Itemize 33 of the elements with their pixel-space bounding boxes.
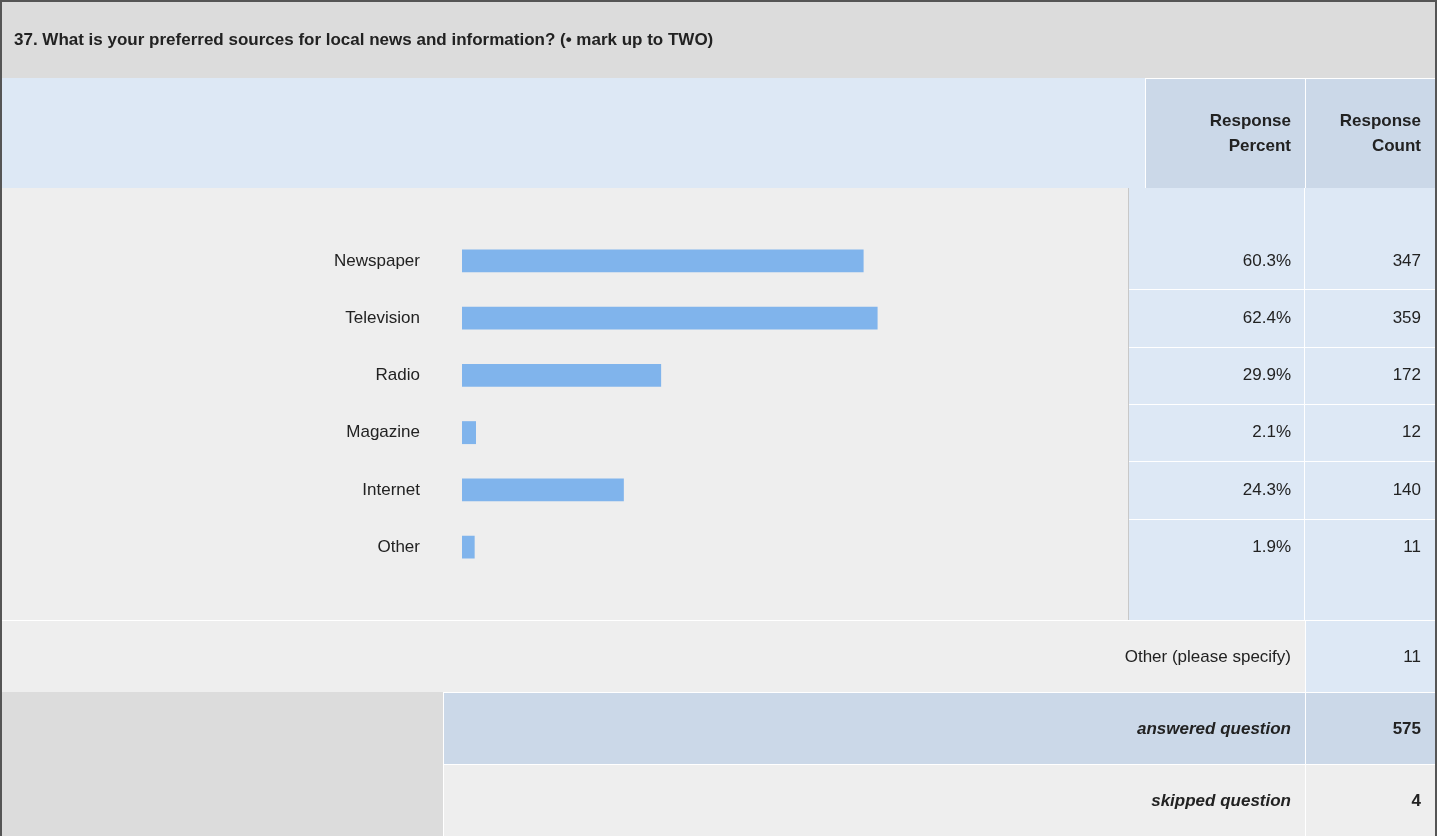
y-tick-label: Newspaper (334, 250, 421, 270)
text: skipped question (443, 764, 1305, 836)
y-tick-label: Internet (362, 479, 421, 499)
text: 347 (1392, 250, 1421, 270)
text: 4 (1305, 764, 1435, 836)
y-tick-label: Other (377, 536, 421, 556)
y-tick-label: Radio (375, 365, 420, 385)
text: 359 (1392, 307, 1421, 327)
text: 11 (1305, 620, 1435, 692)
chart-title: 37. What is your preferred sources for local news and information? (• mark up to TWO) (2, 2, 1435, 78)
text: 12 (1402, 422, 1421, 442)
data-label: 60.3% (1242, 250, 1291, 270)
text: answered question (443, 692, 1305, 764)
text: 140 (1392, 479, 1421, 499)
data-label: 1.9% (1252, 536, 1291, 556)
text: Response Percent (1145, 78, 1305, 188)
bar (462, 363, 662, 387)
bar (462, 535, 475, 559)
text: 575 (1305, 692, 1435, 764)
y-tick-label: Magazine (346, 422, 420, 442)
data-label: 2.1% (1252, 422, 1291, 442)
data-label: 62.4% (1242, 307, 1291, 327)
data-label: 24.3% (1242, 479, 1291, 499)
bar (462, 249, 864, 273)
text: 11 (1403, 536, 1421, 556)
text: Response Count (1305, 78, 1435, 188)
data-label: 29.9% (1242, 365, 1291, 385)
text: 172 (1392, 365, 1421, 385)
bar (462, 478, 624, 502)
bar (462, 306, 878, 330)
bar (462, 421, 476, 445)
text: Other (please specify) (2, 620, 1305, 692)
y-tick-label: Television (345, 307, 420, 327)
